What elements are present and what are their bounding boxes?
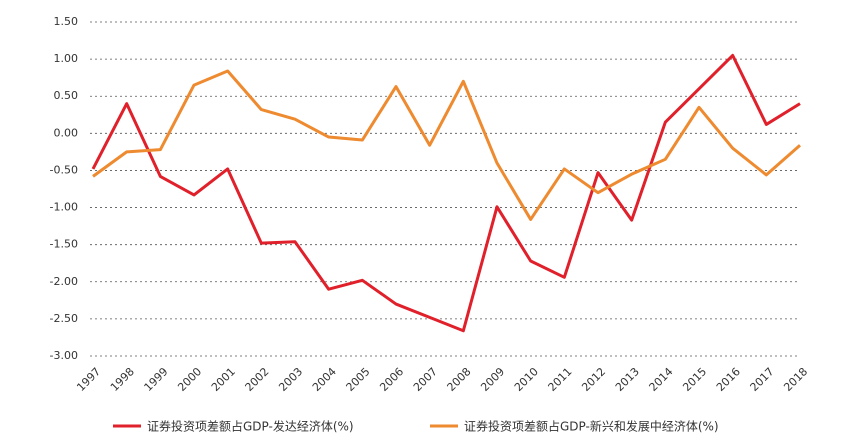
x-tick-label: 2016 [714,365,743,394]
y-tick-label: -2.00 [50,275,78,288]
y-tick-label: 0.00 [54,126,79,139]
y-tick-label: -1.50 [50,238,78,251]
x-tick-label: 2000 [175,365,204,394]
x-tick-label: 2003 [276,365,305,394]
x-tick-label: 2018 [781,365,810,394]
x-tick-label: 2015 [680,365,709,394]
x-tick-label: 2014 [647,365,676,394]
x-tick-label: 1998 [108,365,137,394]
y-tick-label: 1.50 [54,15,79,28]
x-tick-label: 2011 [546,365,575,394]
y-tick-label: -0.50 [50,163,78,176]
y-tick-label: -1.00 [50,201,78,214]
x-tick-label: 1999 [142,365,171,394]
x-tick-label: 1997 [74,365,103,394]
series-line [91,53,801,333]
y-tick-label: -3.00 [50,349,78,362]
y-tick-label: 0.50 [54,89,79,102]
x-tick-label: 2005 [344,365,373,394]
x-tick-label: 2008 [445,365,474,394]
x-tick-label: 2004 [310,365,339,394]
x-tick-label: 2017 [748,365,777,394]
x-tick-label: 2002 [243,365,272,394]
x-tick-label: 2007 [411,365,440,394]
y-tick-label: -2.50 [50,312,78,325]
x-tick-label: 2009 [478,365,507,394]
x-tick-label: 2013 [613,365,642,394]
legend-label: 证券投资项差额占GDP-发达经济体(%) [147,419,354,434]
x-tick-label: 2006 [377,365,406,394]
x-tick-label: 2012 [579,365,608,394]
x-tick-label: 2001 [209,365,238,394]
x-tick-label: 2010 [512,365,541,394]
legend-label: 证券投资项差额占GDP-新兴和发展中经济体(%) [464,419,719,434]
series-line [92,69,801,221]
y-tick-label: 1.00 [54,52,79,65]
